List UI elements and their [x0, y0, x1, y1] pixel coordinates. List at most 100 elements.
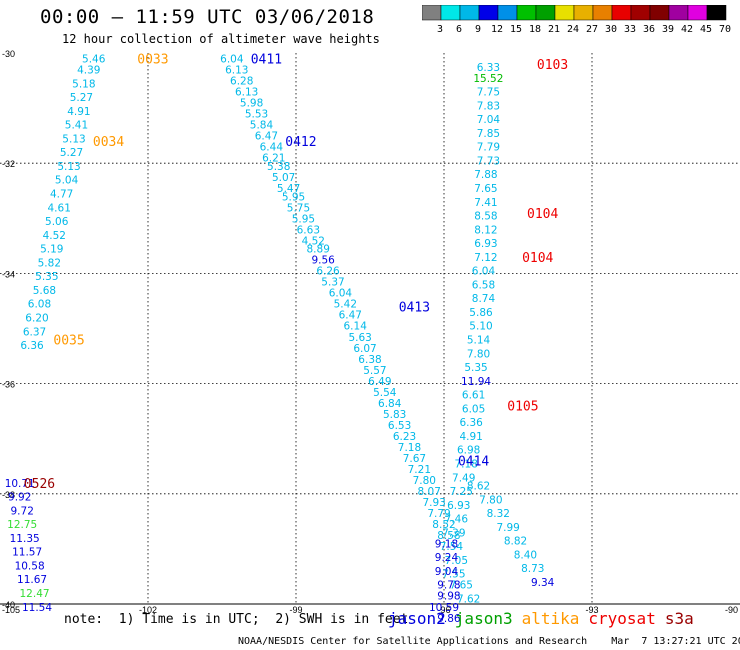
- jason2-wave-height-label: 6.28: [230, 76, 253, 88]
- cryosat-wave-height-label: 7.62: [457, 593, 480, 605]
- jason2-wave-height-label: 5.84: [250, 120, 274, 132]
- colorbar-label: 33: [624, 24, 636, 35]
- pass-time-label: 0526: [24, 477, 55, 492]
- legend-altika: altika: [521, 609, 580, 628]
- cryosat-wave-height-label: 7.54: [440, 541, 464, 553]
- cryosat-wave-height-label: 8.58: [474, 211, 497, 223]
- s3a-wave-height-label: 10.58: [15, 560, 45, 572]
- colorbar-label: 6: [456, 24, 462, 35]
- cryosat-wave-height-label: 5.14: [467, 335, 491, 347]
- jason2-wave-height-label: 6.63: [297, 224, 320, 236]
- jason2-wave-height-label: 6.38: [358, 354, 381, 366]
- legend-cryosat: cryosat: [588, 609, 656, 628]
- jason3-wave-height-label: 10.59: [429, 602, 459, 614]
- s3a-wave-height-label: 12.47: [20, 588, 50, 600]
- lat-tick-label: -38: [2, 490, 15, 500]
- legend-jason3: jason3: [454, 609, 513, 628]
- jason2-wave-height-label: 5.95: [282, 191, 305, 203]
- altika-wave-height-label: 5.19: [40, 244, 63, 256]
- map-subtitle: 12 hour collection of altimeter wave hei…: [62, 32, 380, 46]
- jason3-wave-height-label: 7.99: [496, 522, 519, 534]
- cryosat-wave-height-label: 7.65: [474, 183, 497, 195]
- altika-wave-height-label: 4.52: [43, 230, 66, 242]
- s3a-wave-height-label: 9.72: [11, 505, 34, 517]
- pass-time-label: 0414: [458, 455, 489, 470]
- jason3-wave-height-label: 8.32: [487, 508, 510, 520]
- cryosat-wave-height-label: 7.83: [477, 100, 500, 112]
- altika-wave-height-label: 6.08: [28, 299, 51, 311]
- jason2-wave-height-label: 7.79: [427, 508, 450, 520]
- cryosat-wave-height-label: 7.25: [450, 486, 473, 498]
- jason2-wave-height-label: 5.57: [363, 365, 386, 377]
- jason2-wave-height-label: 6.23: [393, 431, 416, 443]
- jason2-wave-height-label: 5.42: [334, 299, 357, 311]
- altika-wave-height-label: 5.41: [65, 120, 88, 132]
- jason3-wave-height-label: 9.24: [435, 552, 459, 564]
- map-title: 00:00 – 11:59 UTC 03/06/2018: [40, 6, 375, 28]
- colorbar-label: 42: [681, 24, 693, 35]
- jason3-wave-height-label: 9.18: [435, 538, 458, 550]
- lat-tick-label: -30: [2, 49, 15, 59]
- cryosat-wave-height-label: 6.33: [477, 62, 500, 74]
- jason2-wave-height-label: 5.53: [245, 109, 268, 121]
- cryosat-wave-height-label: 5.10: [469, 321, 492, 333]
- cryosat-wave-height-label: 7.46: [445, 514, 469, 526]
- altika-wave-height-label: 4.77: [50, 189, 73, 201]
- pass-time-label: 0413: [399, 300, 430, 315]
- jason2-wave-height-label: 6.47: [339, 310, 362, 322]
- jason2-wave-height-label: 5.98: [240, 98, 263, 110]
- jason3-wave-height-label: 7.80: [479, 494, 502, 506]
- pass-time-label: 0104: [527, 207, 558, 222]
- jason3-wave-height-label: 8.40: [514, 549, 537, 561]
- s3a-wave-height-label: 10.71: [5, 478, 35, 490]
- jason2-wave-height-label: 6.21: [262, 153, 285, 165]
- altika-wave-height-label: 5.68: [33, 285, 56, 297]
- colorbar-label: 18: [529, 24, 541, 35]
- jason2-wave-height-label: 6.13: [235, 87, 258, 99]
- altika-wave-height-label: 5.18: [72, 78, 95, 90]
- pass-time-label: 0104: [522, 251, 553, 266]
- cryosat-wave-height-label: 6.58: [472, 279, 495, 291]
- colorbar-label: 36: [643, 24, 655, 35]
- jason2-wave-height-label: 5.95: [292, 213, 315, 225]
- cryosat-wave-height-label: 5.35: [464, 362, 487, 374]
- jason2-wave-height-label: 7.18: [398, 442, 421, 454]
- jason2-wave-height-label: 5.38: [267, 161, 290, 173]
- altika-wave-height-label: 5.82: [38, 257, 61, 269]
- jason2-wave-height-label: 6.49: [368, 376, 391, 388]
- cryosat-wave-height-label: 8.12: [474, 224, 497, 236]
- jason3-wave-height-label: 9.78: [437, 580, 460, 592]
- cryosat-wave-height-label: 11.94: [461, 376, 491, 388]
- altika-wave-height-label: 5.35: [35, 271, 58, 283]
- jason3-wave-height-label: 9.34: [531, 577, 555, 589]
- cryosat-wave-height-label: 7.85: [477, 128, 500, 140]
- cryosat-wave-height-label: 6.61: [462, 390, 485, 402]
- cryosat-wave-height-label: 7.75: [477, 87, 500, 99]
- jason2-wave-height-label: 6.53: [388, 420, 411, 432]
- jason2-wave-height-label: 5.63: [348, 332, 371, 344]
- pass-time-label: 0412: [285, 135, 316, 150]
- s3a-wave-height-label: 11.35: [10, 533, 40, 545]
- altika-wave-height-label: 4.39: [77, 65, 100, 77]
- cryosat-wave-height-label: 7.88: [474, 169, 497, 181]
- cryosat-wave-height-label: 7.73: [477, 155, 500, 167]
- jason2-wave-height-label: 5.37: [321, 277, 344, 289]
- jason2-wave-height-label: 8.58: [437, 530, 460, 542]
- colorbar-label: 3: [437, 24, 443, 35]
- pass-time-label: 0033: [137, 53, 168, 68]
- colorbar-label: 39: [662, 24, 674, 35]
- colorbar-swatch: [706, 5, 727, 21]
- colorbar-label: 27: [586, 24, 598, 35]
- pass-time-label: 0034: [93, 135, 124, 150]
- cryosat-wave-height-label: 15.52: [473, 73, 503, 85]
- jason3-wave-height-label: 8.73: [521, 563, 544, 575]
- s3a-wave-height-label: 9.92: [8, 492, 31, 504]
- lon-tick-label: -93: [585, 605, 598, 615]
- cryosat-wave-height-label: 6.04: [472, 266, 496, 278]
- s3a-wave-height-label: 12.75: [7, 519, 37, 531]
- cryosat-wave-height-label: 7.39: [442, 527, 465, 539]
- colorbar-label: 30: [605, 24, 617, 35]
- pass-time-label: 0103: [537, 58, 568, 73]
- cryosat-wave-height-label: 7.79: [477, 142, 500, 154]
